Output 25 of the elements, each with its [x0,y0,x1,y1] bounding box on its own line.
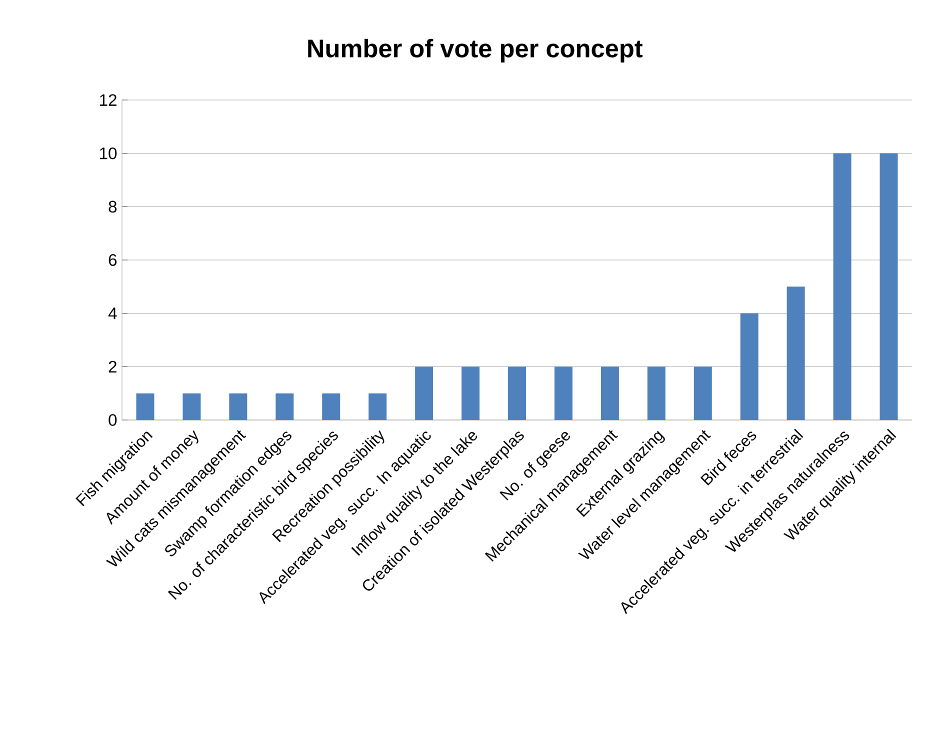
bar [276,393,294,420]
bar [229,393,248,420]
y-tick-label: 4 [108,308,117,320]
y-tick-label: 6 [108,254,117,266]
bar [647,366,666,420]
bar [322,393,340,420]
bar [462,366,480,420]
bar [415,366,434,420]
y-tick-label: 12 [100,94,116,106]
y-tick-label: 2 [108,360,116,372]
y-tick-label: 10 [100,147,117,160]
bar [368,393,387,420]
bar [833,153,852,420]
bar [600,366,619,420]
bar [740,313,758,420]
bar [182,393,201,420]
bar [694,366,712,420]
y-tick-label: 0 [108,414,117,426]
bar [786,286,805,420]
chart-title: Number of vote per concept [308,38,643,62]
bar [136,393,154,420]
y-tick-label: 8 [108,200,117,213]
bar [508,366,526,420]
bar [554,366,572,420]
bar [880,153,898,420]
